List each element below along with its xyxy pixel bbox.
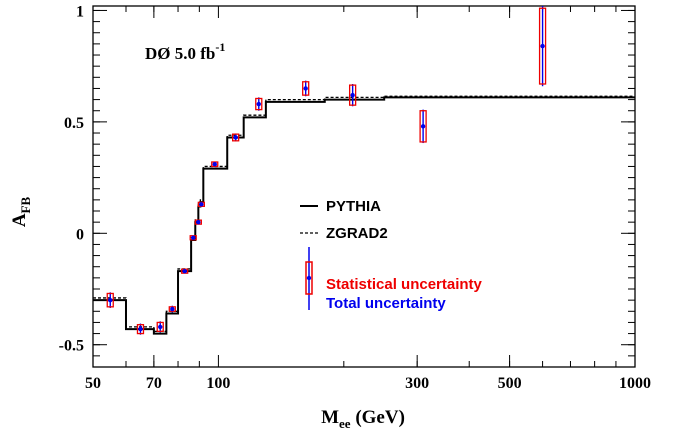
legend-pythia-label: PYTHIA	[326, 198, 381, 215]
legend: PYTHIA ZGRAD2 Statistical uncertainty To…	[300, 198, 483, 312]
statistical-uncertainty-box	[255, 97, 263, 111]
statistical-uncertainty-box	[211, 161, 219, 168]
statistical-uncertainty-box	[348, 84, 357, 106]
point-marker	[182, 268, 187, 274]
point-marker	[138, 326, 143, 332]
data-points	[106, 6, 547, 335]
point-marker	[212, 162, 217, 167]
plot-frame	[92, 5, 636, 368]
legend-total-label: Total uncertainty	[326, 295, 446, 312]
x-tick-label: 1000	[619, 375, 651, 392]
x-tick-label: 300	[405, 375, 429, 392]
point-marker	[420, 124, 426, 129]
data-point	[106, 292, 114, 308]
x-tick-label: 100	[206, 375, 230, 392]
legend-point-marker	[306, 275, 312, 281]
data-point	[419, 109, 427, 144]
data-point	[232, 133, 240, 142]
data-point	[168, 305, 176, 313]
data-point	[189, 235, 197, 241]
statistical-uncertainty-box	[106, 292, 114, 308]
x-tick-label: 50	[85, 375, 101, 392]
data-point	[194, 219, 202, 225]
point-marker	[540, 43, 545, 49]
point-marker	[170, 306, 175, 312]
x-tick-label: 70	[146, 375, 162, 392]
point-marker	[108, 297, 113, 303]
point-marker	[196, 219, 201, 225]
data-point	[255, 97, 263, 111]
y-axis-title: AFB	[9, 197, 33, 228]
point-marker	[256, 101, 261, 107]
legend-statistical-label: Statistical uncertainty	[326, 276, 483, 293]
point-marker	[191, 235, 196, 240]
legend-zgrad2-label: ZGRAD2	[326, 225, 388, 242]
y-tick-label: 0	[76, 226, 84, 243]
data-point	[181, 268, 189, 274]
point-marker	[158, 324, 163, 330]
point-marker	[303, 86, 308, 91]
y-tick-label: -0.5	[59, 338, 84, 355]
data-point	[136, 323, 145, 335]
point-marker	[350, 92, 355, 98]
statistical-uncertainty-box	[419, 110, 427, 143]
statistical-uncertainty-box	[302, 81, 310, 96]
statistical-uncertainty-box	[538, 7, 547, 85]
statistical-uncertainty-box	[156, 321, 164, 332]
statistical-uncertainty-box	[232, 133, 240, 142]
x-axis-title: Mee (GeV)	[321, 407, 405, 431]
y-tick-label: 1	[76, 3, 84, 20]
statistical-uncertainty-box	[136, 324, 145, 335]
statistical-uncertainty-box	[168, 306, 176, 312]
data-point	[538, 6, 547, 87]
x-tick-label: 500	[498, 375, 522, 392]
axis-ticks: 50 70 100 300 500 1000 -0.5 0 0.5 1	[59, 3, 651, 392]
y-tick-label: 0.5	[64, 115, 84, 132]
point-marker	[199, 202, 204, 207]
data-point	[211, 161, 219, 168]
data-point	[348, 83, 357, 107]
luminosity-annotation: DØ 5.0 fb-1	[145, 40, 225, 63]
data-point	[197, 201, 205, 207]
legend-statistical-marker	[305, 261, 313, 295]
point-marker	[233, 135, 238, 140]
data-point	[302, 80, 310, 97]
data-point	[156, 321, 164, 333]
